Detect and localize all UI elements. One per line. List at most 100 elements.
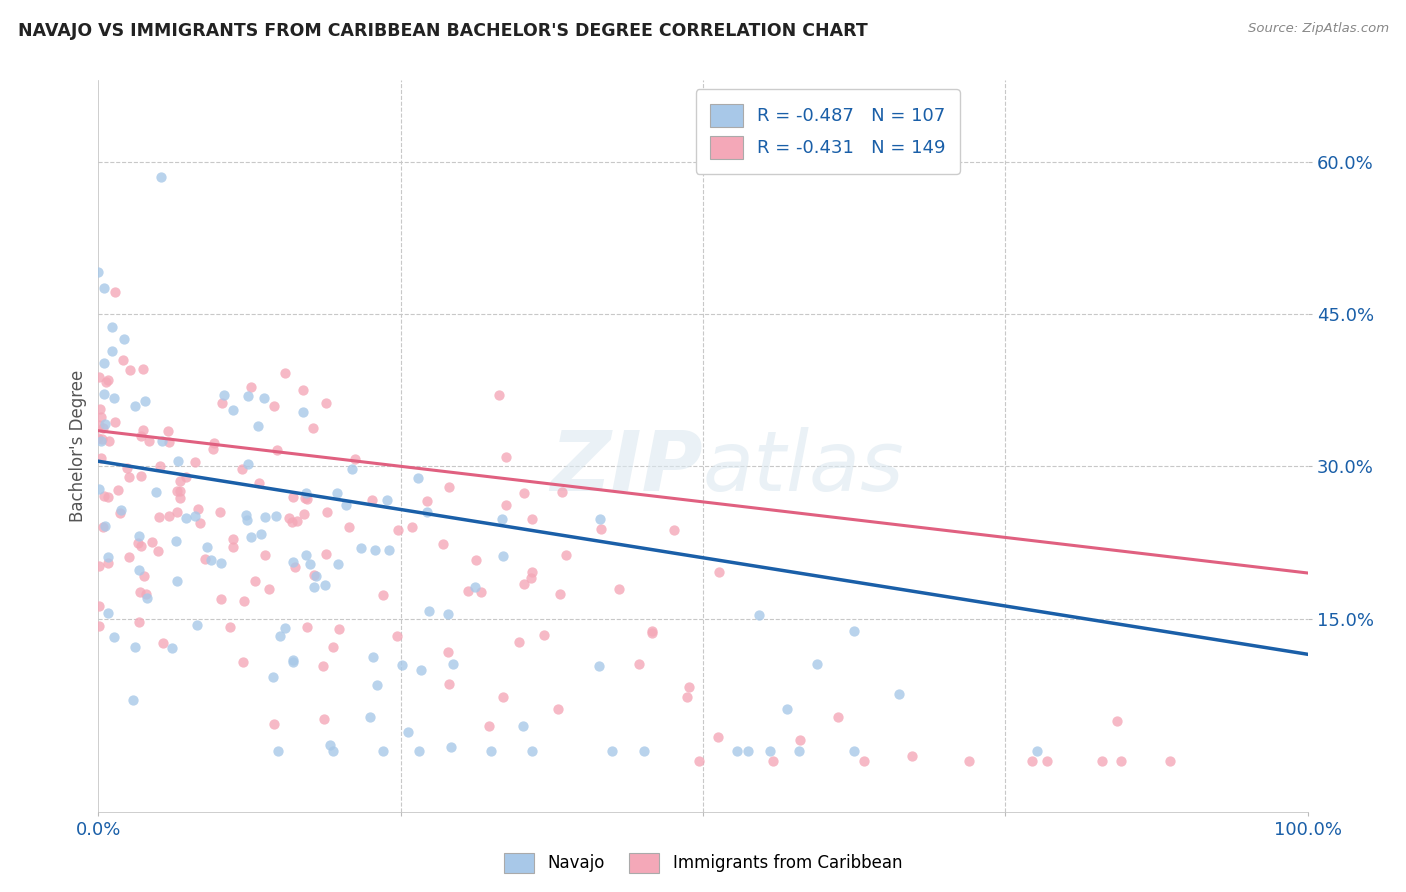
Point bbox=[97, 490, 120, 504]
Point bbox=[150, 169, 173, 184]
Point bbox=[416, 505, 439, 519]
Point bbox=[600, 744, 623, 758]
Point bbox=[315, 395, 337, 409]
Point bbox=[89, 619, 111, 633]
Point bbox=[437, 480, 460, 494]
Point bbox=[513, 486, 536, 500]
Point bbox=[591, 523, 613, 537]
Point bbox=[304, 581, 326, 595]
Point bbox=[169, 484, 191, 499]
Point bbox=[169, 491, 191, 505]
Point bbox=[269, 629, 291, 643]
Point bbox=[101, 319, 124, 334]
Point bbox=[218, 620, 240, 634]
Point bbox=[257, 582, 280, 597]
Point bbox=[747, 608, 769, 623]
Point bbox=[551, 485, 574, 500]
Point bbox=[359, 709, 381, 723]
Point bbox=[295, 548, 318, 562]
Point bbox=[120, 363, 142, 377]
Point bbox=[90, 409, 112, 424]
Point bbox=[1159, 754, 1181, 768]
Point bbox=[103, 630, 125, 644]
Point bbox=[262, 670, 284, 684]
Point bbox=[249, 476, 271, 491]
Point bbox=[292, 507, 315, 521]
Y-axis label: Bachelor's Degree: Bachelor's Degree bbox=[69, 370, 87, 522]
Point bbox=[1021, 754, 1043, 768]
Point bbox=[128, 529, 150, 543]
Point bbox=[416, 493, 439, 508]
Point bbox=[90, 450, 112, 465]
Point bbox=[103, 391, 125, 405]
Point bbox=[132, 362, 155, 376]
Legend: R = -0.487   N = 107, R = -0.431   N = 149: R = -0.487 N = 107, R = -0.431 N = 149 bbox=[696, 89, 960, 174]
Point bbox=[520, 512, 543, 526]
Point bbox=[852, 754, 875, 768]
Point bbox=[633, 744, 655, 758]
Point bbox=[128, 563, 150, 577]
Point bbox=[93, 489, 115, 503]
Point bbox=[115, 460, 138, 475]
Point bbox=[707, 565, 730, 579]
Point bbox=[432, 537, 454, 551]
Point bbox=[174, 511, 197, 525]
Point bbox=[148, 458, 170, 473]
Point bbox=[281, 655, 304, 669]
Point bbox=[408, 744, 430, 758]
Point bbox=[959, 754, 981, 768]
Point bbox=[495, 498, 517, 512]
Point bbox=[437, 607, 460, 622]
Point bbox=[440, 739, 463, 754]
Point bbox=[96, 375, 118, 389]
Point bbox=[202, 435, 225, 450]
Point bbox=[235, 513, 257, 527]
Point bbox=[202, 442, 225, 456]
Point bbox=[93, 386, 115, 401]
Point bbox=[328, 622, 350, 636]
Point bbox=[464, 580, 486, 594]
Point bbox=[364, 542, 387, 557]
Point bbox=[89, 482, 111, 496]
Point bbox=[209, 557, 232, 571]
Point bbox=[337, 520, 360, 534]
Point bbox=[295, 491, 318, 506]
Point bbox=[641, 624, 664, 638]
Point bbox=[488, 388, 510, 402]
Point bbox=[174, 470, 197, 484]
Point bbox=[844, 624, 866, 638]
Point bbox=[97, 606, 120, 620]
Point bbox=[1091, 754, 1114, 768]
Point bbox=[361, 650, 384, 665]
Point bbox=[495, 450, 517, 464]
Point bbox=[184, 508, 207, 523]
Point bbox=[187, 502, 209, 516]
Point bbox=[787, 744, 810, 758]
Point bbox=[478, 719, 501, 733]
Point bbox=[240, 380, 263, 394]
Point bbox=[707, 730, 730, 744]
Point bbox=[457, 584, 479, 599]
Point bbox=[250, 527, 273, 541]
Point bbox=[134, 393, 156, 408]
Point bbox=[292, 405, 315, 419]
Point bbox=[166, 505, 188, 519]
Point bbox=[775, 702, 797, 716]
Point bbox=[90, 434, 112, 449]
Legend: Navajo, Immigrants from Caribbean: Navajo, Immigrants from Caribbean bbox=[498, 847, 908, 880]
Point bbox=[737, 744, 759, 758]
Point bbox=[146, 544, 169, 558]
Point bbox=[627, 657, 650, 672]
Point bbox=[373, 744, 395, 758]
Point bbox=[522, 565, 544, 579]
Point bbox=[91, 520, 114, 534]
Point bbox=[132, 423, 155, 437]
Point bbox=[322, 744, 344, 758]
Point bbox=[243, 574, 266, 589]
Point bbox=[1036, 754, 1059, 768]
Text: ZIP: ZIP bbox=[550, 427, 703, 508]
Point bbox=[157, 509, 180, 524]
Point bbox=[314, 578, 336, 592]
Point bbox=[240, 529, 263, 543]
Point bbox=[1025, 744, 1047, 758]
